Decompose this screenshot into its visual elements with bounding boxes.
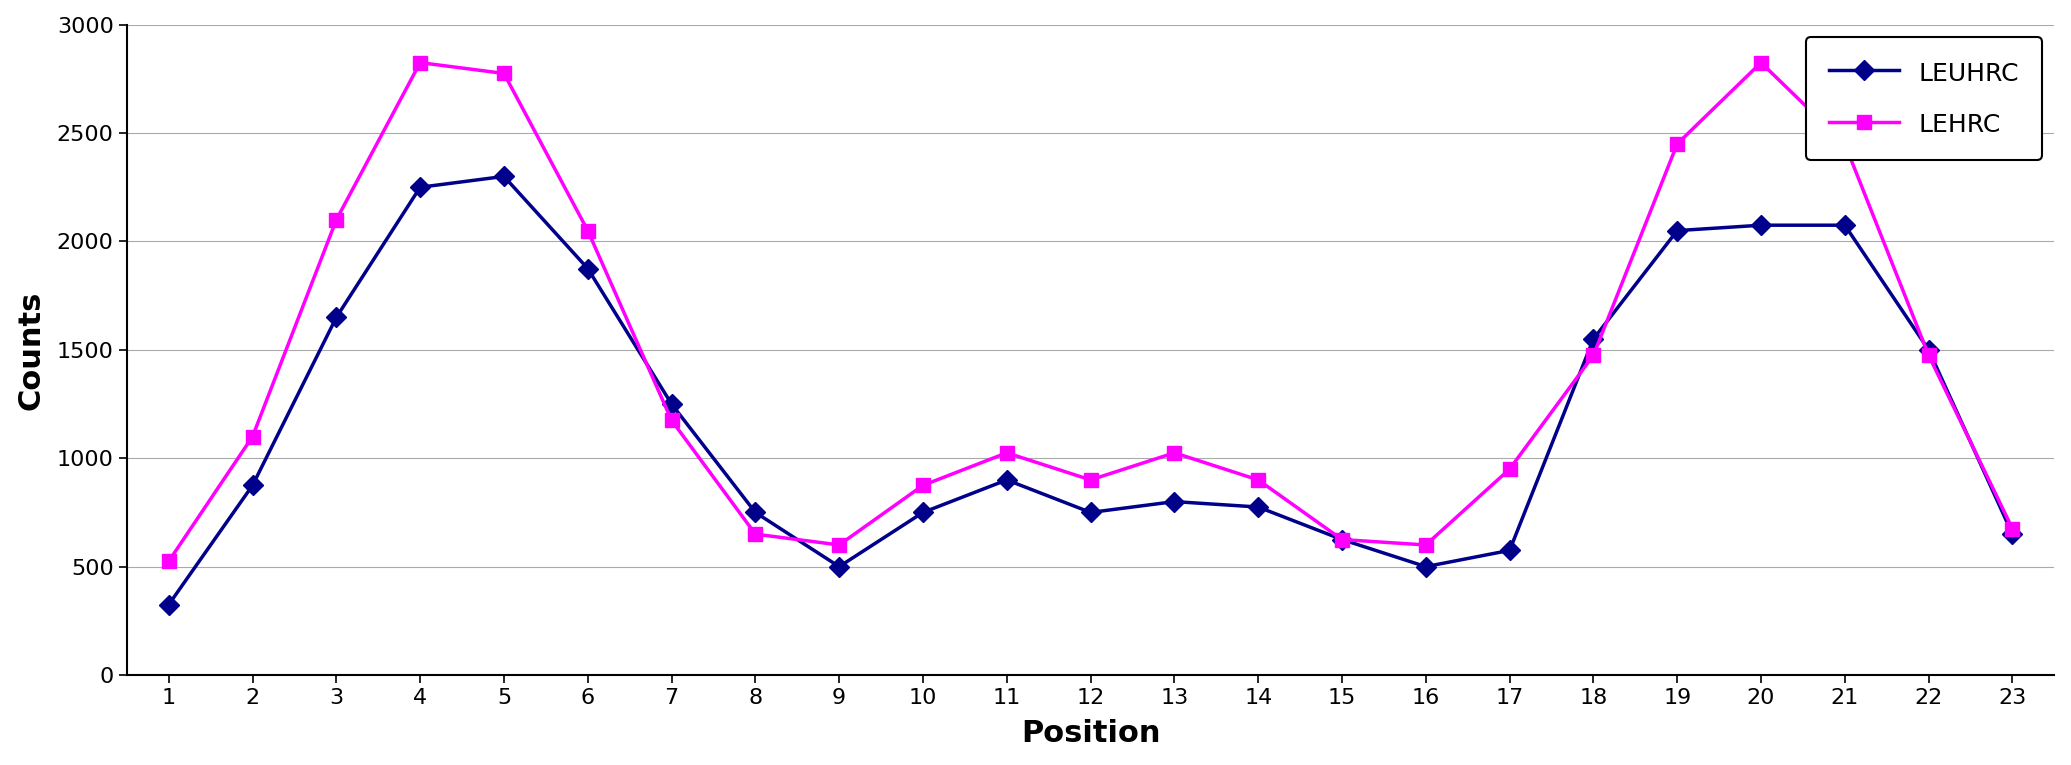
LEHRC	[659, 415, 683, 425]
LEUHRC	[408, 183, 433, 192]
LEHRC	[1330, 535, 1354, 544]
LEUHRC	[1580, 334, 1605, 343]
LEUHRC	[240, 480, 265, 490]
LEUHRC	[659, 399, 683, 409]
Y-axis label: Counts: Counts	[17, 290, 46, 409]
LEUHRC	[1330, 535, 1354, 544]
LEUHRC	[1916, 345, 1941, 354]
Line: LEHRC: LEHRC	[162, 56, 2019, 568]
LEHRC	[911, 480, 936, 490]
LEHRC	[1079, 475, 1104, 484]
LEUHRC	[491, 172, 516, 181]
Legend: LEUHRC, LEHRC: LEUHRC, LEHRC	[1806, 37, 2042, 160]
LEHRC	[1833, 139, 1858, 148]
LEHRC	[323, 215, 348, 224]
LEHRC	[576, 226, 601, 235]
LEUHRC	[1497, 545, 1522, 555]
LEUHRC	[1665, 226, 1690, 235]
LEHRC	[155, 557, 180, 566]
LEUHRC	[1079, 508, 1104, 517]
LEUHRC	[994, 475, 1019, 484]
LEUHRC	[1162, 497, 1187, 506]
LEHRC	[1412, 540, 1437, 549]
LEHRC	[1580, 350, 1605, 360]
LEUHRC	[576, 264, 601, 273]
LEHRC	[1247, 475, 1272, 484]
LEHRC	[1665, 139, 1690, 148]
LEUHRC	[826, 562, 851, 571]
LEUHRC	[1412, 562, 1437, 571]
LEUHRC	[743, 508, 768, 517]
LEUHRC	[1748, 220, 1773, 230]
Line: LEUHRC: LEUHRC	[162, 170, 2019, 611]
LEHRC	[408, 58, 433, 67]
X-axis label: Position: Position	[1021, 719, 1160, 748]
LEUHRC	[1247, 503, 1272, 512]
LEUHRC	[323, 313, 348, 322]
LEHRC	[1162, 448, 1187, 457]
LEUHRC	[911, 508, 936, 517]
LEHRC	[2001, 524, 2025, 533]
LEHRC	[1497, 464, 1522, 474]
LEUHRC	[155, 600, 180, 609]
LEHRC	[491, 69, 516, 78]
LEUHRC	[2001, 529, 2025, 539]
LEUHRC	[1833, 220, 1858, 230]
LEHRC	[1748, 58, 1773, 67]
LEHRC	[240, 432, 265, 441]
LEHRC	[1916, 350, 1941, 360]
LEHRC	[743, 529, 768, 539]
LEHRC	[994, 448, 1019, 457]
LEHRC	[826, 540, 851, 549]
